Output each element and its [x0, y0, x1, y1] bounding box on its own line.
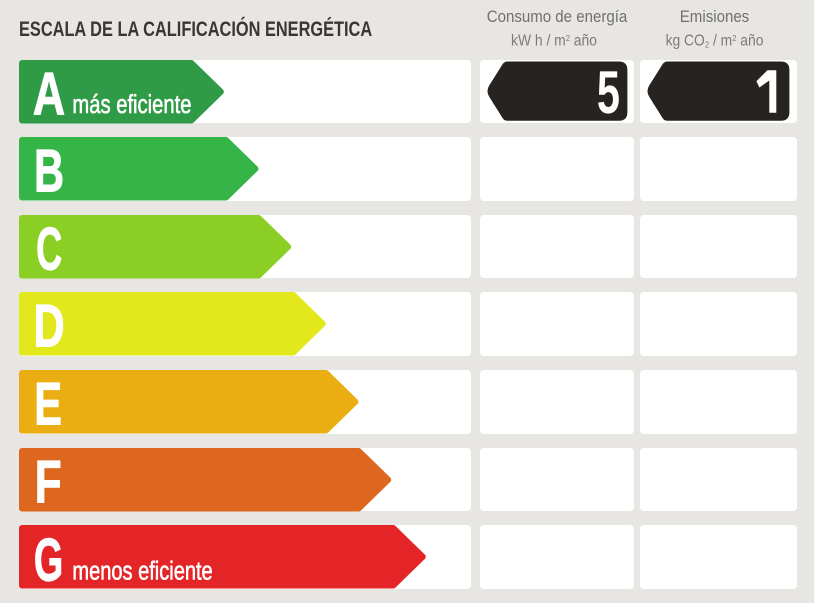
svg-text:E: E [34, 370, 62, 434]
svg-text:G: G [34, 526, 63, 590]
svg-text:más eficiente: más eficiente [72, 89, 191, 119]
svg-text:F: F [34, 448, 61, 512]
svg-text:C: C [36, 215, 62, 279]
svg-text:5: 5 [597, 61, 620, 122]
svg-text:D: D [33, 292, 64, 356]
svg-text:B: B [34, 137, 64, 201]
svg-text:A: A [32, 60, 64, 124]
svg-text:menos eficiente: menos eficiente [72, 556, 212, 586]
